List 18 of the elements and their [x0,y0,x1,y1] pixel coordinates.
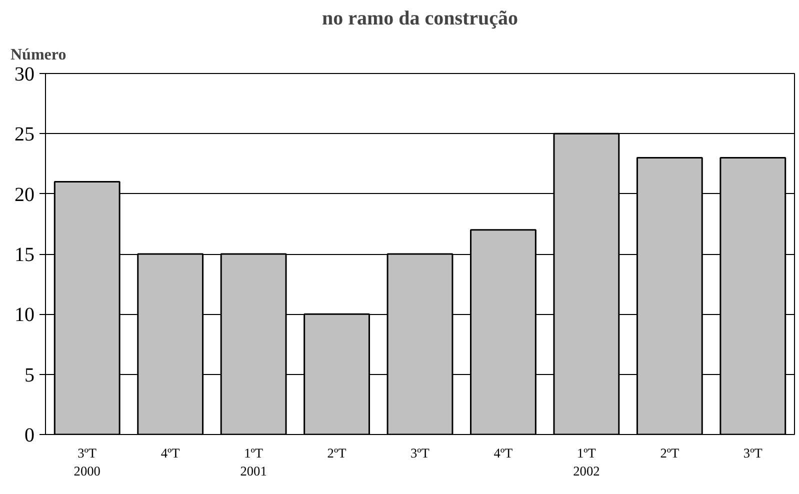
x-tick-label: 3ºT [743,446,762,460]
y-tick-label: 15 [14,244,34,266]
y-axis-title: Número [10,46,66,64]
y-tick-label: 30 [14,64,34,86]
y-tick-label: 10 [14,304,34,326]
x-tick-label: 2ºT [327,446,346,460]
y-tick-label: 5 [24,364,34,386]
chart-title: no ramo da construção [322,8,518,30]
x-tick-label: 4ºT [494,446,513,460]
x-tick-label: 3ºT [410,446,430,460]
x-tick-label: 2ºT [660,446,680,460]
y-tick-label: 20 [14,184,34,206]
x-tick-label: 1ºT 2001 [240,446,267,478]
x-tick-label: 4ºT [160,446,180,460]
y-tick-label: 0 [24,424,34,446]
x-tick-label: 1ºT 2002 [573,446,600,478]
x-tick-label: 3ºT 2000 [74,446,101,478]
y-tick-label: 25 [14,124,34,146]
